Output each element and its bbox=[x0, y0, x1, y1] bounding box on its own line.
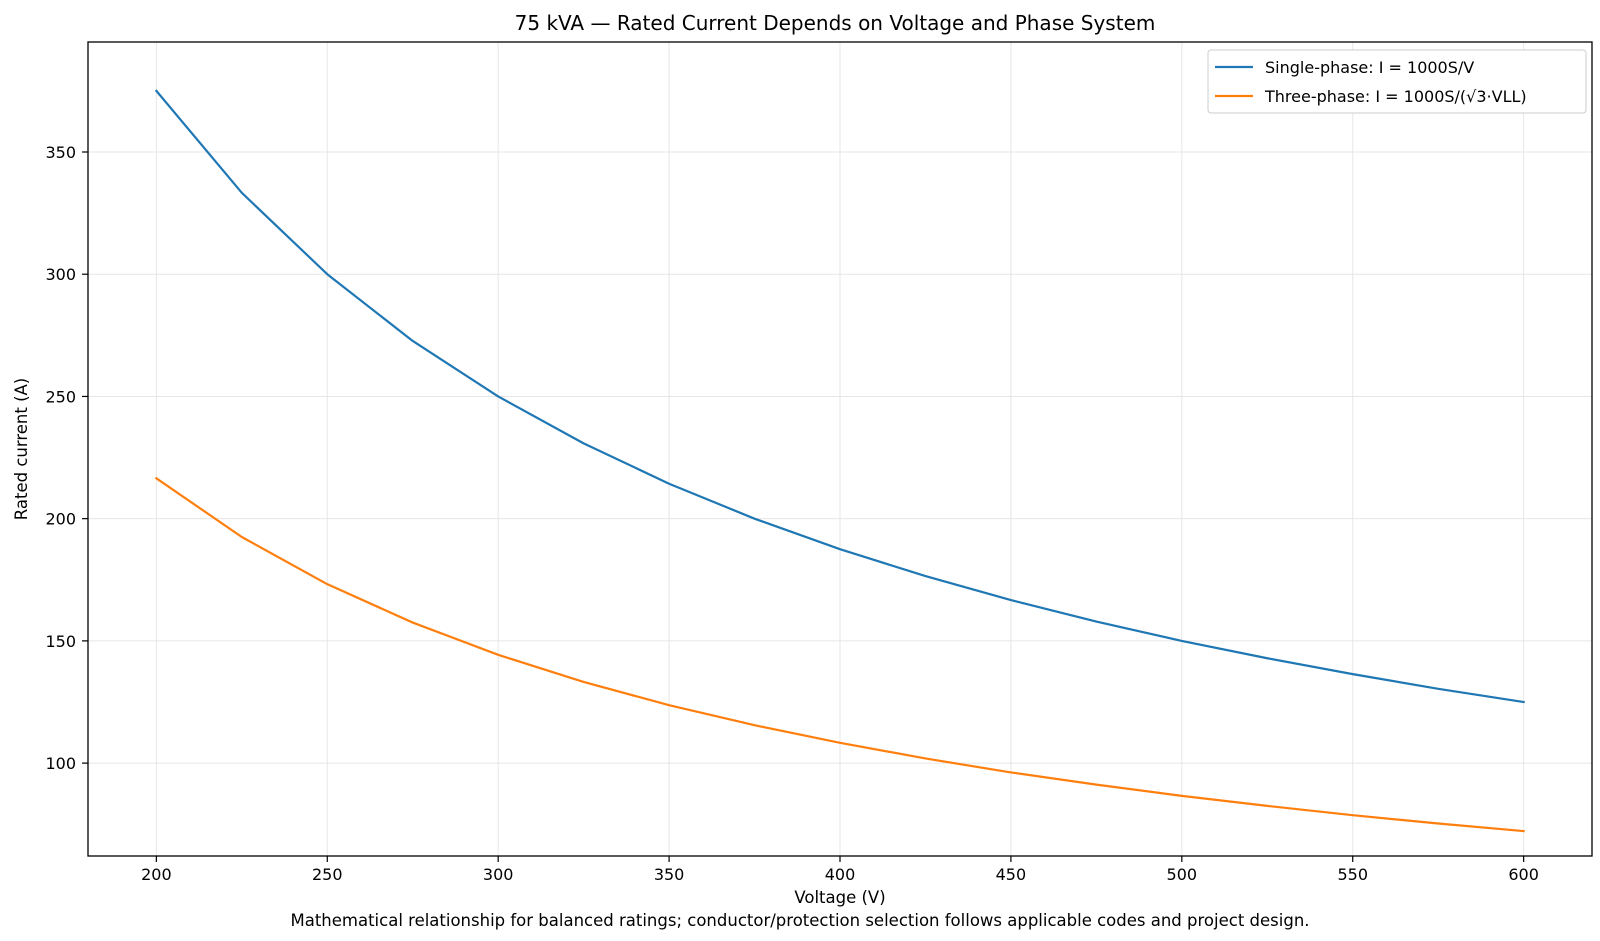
legend-label-single-phase: Single-phase: I = 1000S/V bbox=[1265, 58, 1474, 77]
y-tick-label: 150 bbox=[45, 632, 76, 651]
series-line-single-phase bbox=[154, 89, 1525, 704]
x-tick-label: 250 bbox=[312, 865, 343, 884]
x-tick-label: 400 bbox=[825, 865, 856, 884]
y-tick-label: 300 bbox=[45, 265, 76, 284]
legend-frame bbox=[1207, 49, 1587, 114]
x-tick-label: 600 bbox=[1508, 865, 1539, 884]
x-tick-label: 300 bbox=[483, 865, 514, 884]
grid bbox=[88, 42, 1592, 856]
y-tick-label: 350 bbox=[45, 143, 76, 162]
y-tick-label: 250 bbox=[45, 387, 76, 406]
legend-label-three-phase: Three-phase: I = 1000S/(√3·VLL) bbox=[1264, 87, 1527, 106]
x-tick-label: 200 bbox=[141, 865, 172, 884]
x-tick-label: 350 bbox=[654, 865, 685, 884]
series-group bbox=[154, 89, 1525, 833]
chart-title: 75 kVA — Rated Current Depends on Voltag… bbox=[515, 11, 1156, 35]
legend: Single-phase: I = 1000S/V Three-phase: I… bbox=[1207, 49, 1587, 114]
x-axis: 200 250 300 350 400 450 500 550 600 bbox=[141, 856, 1539, 884]
x-tick-label: 500 bbox=[1167, 865, 1198, 884]
y-axis-label: Rated current (A) bbox=[12, 378, 31, 520]
series-line-three-phase bbox=[154, 476, 1525, 833]
y-axis: 100 150 200 250 300 350 bbox=[45, 143, 88, 773]
y-tick-label: 100 bbox=[45, 754, 76, 773]
x-tick-label: 550 bbox=[1337, 865, 1368, 884]
chart-caption: Mathematical relationship for balanced r… bbox=[290, 911, 1309, 930]
x-tick-label: 450 bbox=[996, 865, 1027, 884]
y-tick-label: 200 bbox=[45, 510, 76, 529]
x-axis-label: Voltage (V) bbox=[794, 888, 885, 907]
